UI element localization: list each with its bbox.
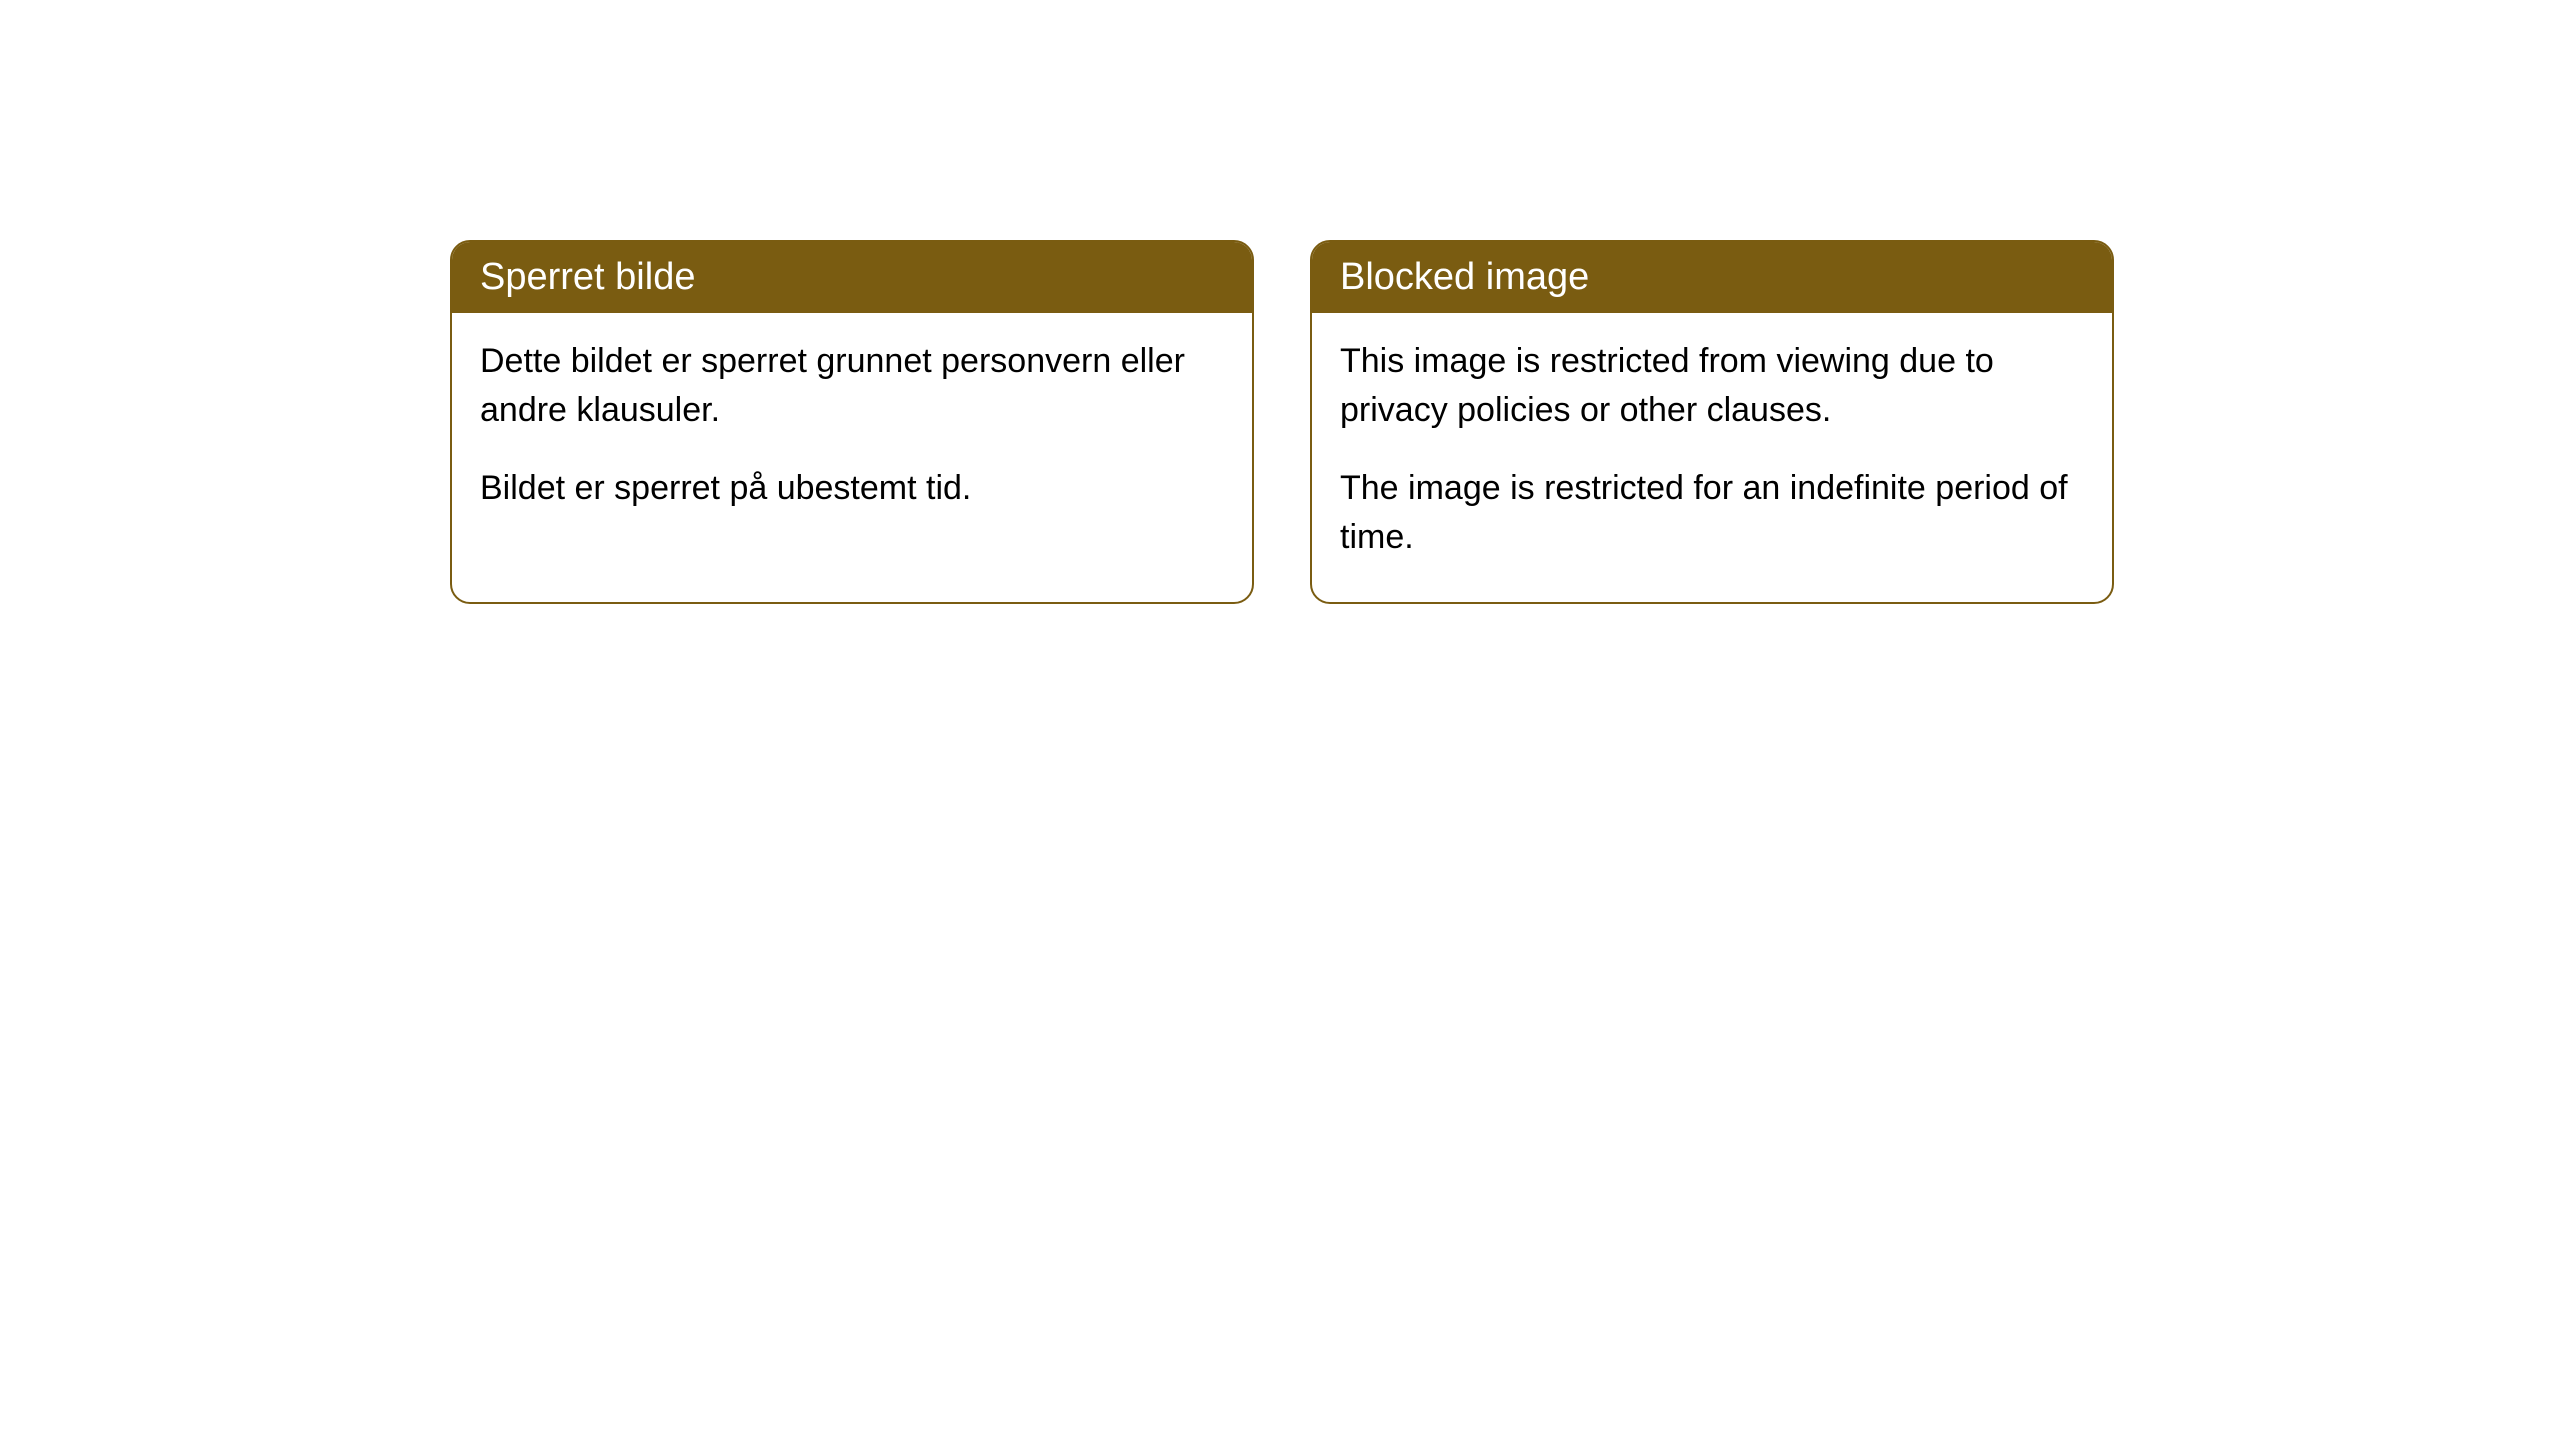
card-title: Sperret bilde — [480, 256, 695, 298]
card-title: Blocked image — [1340, 256, 1589, 298]
notice-cards-container: Sperret bilde Dette bildet er sperret gr… — [450, 240, 2114, 604]
card-paragraph-2: The image is restricted for an indefinit… — [1340, 464, 2084, 563]
card-body-english: This image is restricted from viewing du… — [1312, 313, 2112, 602]
card-header-english: Blocked image — [1312, 242, 2112, 313]
card-body-norwegian: Dette bildet er sperret grunnet personve… — [452, 313, 1252, 553]
blocked-image-card-english: Blocked image This image is restricted f… — [1310, 240, 2114, 604]
card-paragraph-1: This image is restricted from viewing du… — [1340, 337, 2084, 436]
blocked-image-card-norwegian: Sperret bilde Dette bildet er sperret gr… — [450, 240, 1254, 604]
card-paragraph-1: Dette bildet er sperret grunnet personve… — [480, 337, 1224, 436]
card-header-norwegian: Sperret bilde — [452, 242, 1252, 313]
card-paragraph-2: Bildet er sperret på ubestemt tid. — [480, 464, 1224, 513]
